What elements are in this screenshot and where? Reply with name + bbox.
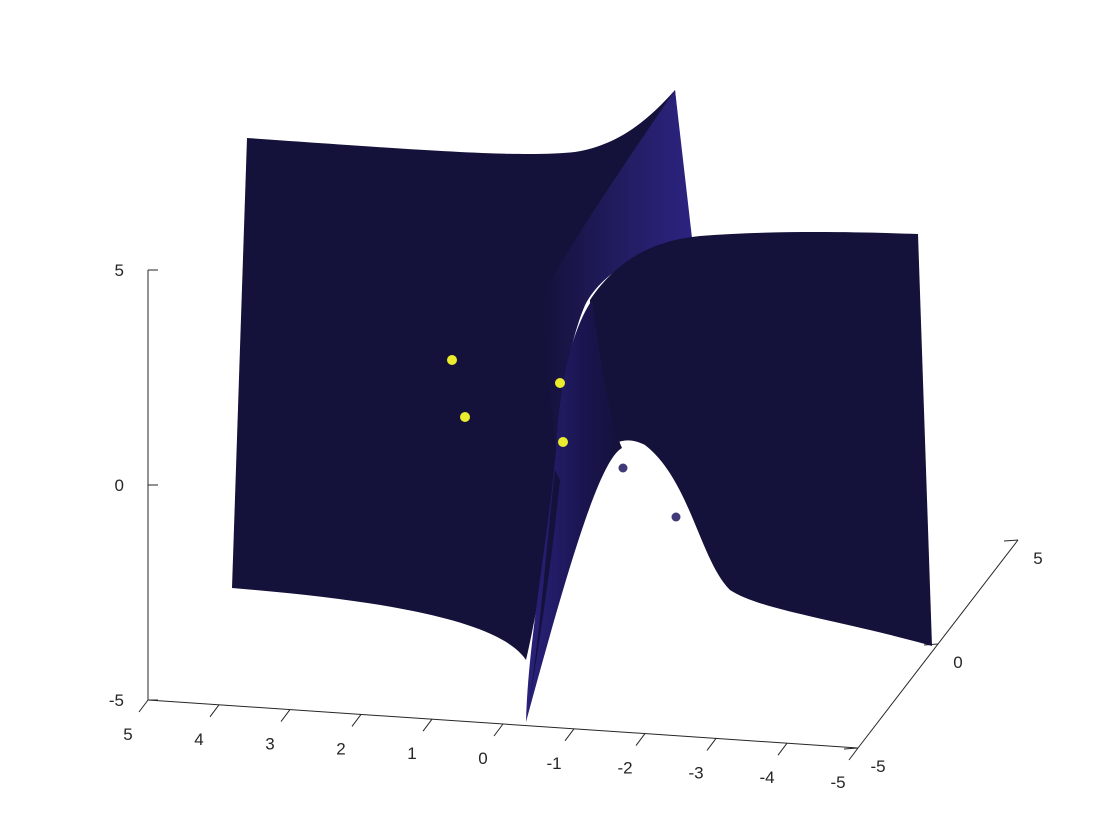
x-tick-label: -4	[759, 768, 774, 787]
x-tick-label: 4	[194, 730, 203, 749]
x-tick-mark	[706, 738, 717, 751]
z-tick-label: 5	[115, 261, 124, 280]
surface-back-left-sheet	[232, 90, 690, 660]
x-tick-label: 5	[123, 725, 132, 744]
z-tick-label: 0	[115, 476, 124, 495]
x-tick-label: -5	[830, 773, 845, 792]
x-tick-label: 3	[265, 735, 274, 754]
x-tick-mark	[351, 714, 362, 727]
data-point-above	[447, 355, 457, 365]
x-tick-label: 1	[407, 744, 416, 763]
x-tick-label: -1	[546, 754, 561, 773]
y-tick-mark	[843, 747, 859, 750]
x-tick-mark	[564, 728, 575, 742]
data-point-above	[460, 412, 470, 422]
x-tick-mark	[635, 733, 646, 746]
x-tick-label: -3	[688, 763, 703, 782]
surface-right-sheet	[588, 232, 932, 646]
y-axis-ticks: -5 0 5	[843, 539, 1043, 776]
z-axis-ticks: -5 0 5	[109, 261, 158, 710]
x-tick-mark	[493, 723, 504, 737]
surface-front-fold	[526, 300, 622, 722]
x-axis-ticks: 5 4 3 2 1 0 -1 -2 -3 -4 -5	[123, 699, 859, 792]
data-point-above	[555, 378, 565, 388]
x-tick-mark	[280, 709, 291, 722]
y-tick-mark	[1003, 539, 1019, 542]
x-tick-label: 0	[478, 749, 487, 768]
z-tick-label: -5	[109, 691, 124, 710]
x-tick-mark	[138, 699, 149, 713]
x-tick-label: 2	[336, 739, 345, 758]
data-point-above	[558, 437, 568, 447]
x-tick-mark	[777, 742, 788, 756]
y-tick-label: 5	[1033, 549, 1042, 568]
axes: -5 0 5 5 4 3 2 1 0 -1 -2 -3 -4 -5 -5 0 5	[109, 261, 1043, 792]
x-tick-mark	[422, 718, 433, 732]
data-point-below	[671, 512, 681, 522]
surface-front-edge	[526, 470, 560, 722]
data-point-below	[618, 463, 628, 473]
y-tick-label: -5	[870, 757, 885, 776]
y-tick-label: 0	[953, 653, 962, 672]
data-points	[447, 355, 681, 522]
surface	[232, 90, 932, 722]
x-tick-mark	[209, 704, 220, 718]
x-tick-mark	[848, 747, 859, 761]
x-tick-label: -2	[617, 759, 632, 778]
